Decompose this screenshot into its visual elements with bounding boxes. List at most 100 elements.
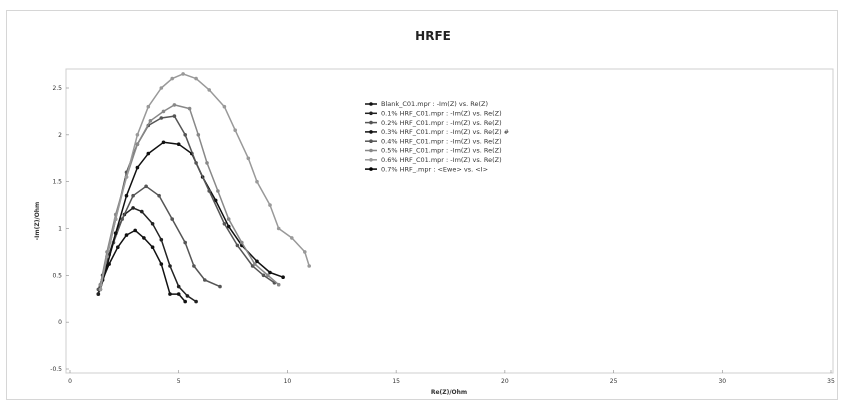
data-point — [135, 142, 140, 146]
data-point — [303, 250, 307, 254]
data-point — [105, 254, 109, 259]
data-point — [255, 259, 259, 264]
data-point — [216, 189, 220, 193]
data-point — [131, 193, 135, 198]
legend-marker — [369, 111, 373, 116]
data-point — [307, 264, 312, 268]
data-point — [261, 273, 266, 278]
legend-item: 0.2% HRF_C01.mpr : -Im(Z) vs. Re(Z) — [365, 119, 502, 127]
x-axis-label: Re(Z)/Ohm — [431, 389, 467, 396]
data-point — [233, 128, 237, 132]
data-point — [172, 103, 177, 107]
legend-label: 0.1% HRF_C01.mpr : -Im(Z) vs. Re(Z) — [381, 110, 502, 118]
data-point — [148, 119, 153, 123]
data-point — [170, 217, 174, 221]
data-point — [205, 161, 209, 165]
data-point — [213, 198, 218, 203]
data-point — [135, 133, 140, 137]
legend-marker — [369, 139, 373, 143]
data-point — [226, 224, 231, 229]
y-tick-label: 1.5 — [52, 179, 62, 186]
series-layer — [96, 72, 312, 304]
data-point — [240, 240, 244, 245]
data-point — [161, 140, 166, 145]
legend-item: 0.5% HRF_C01.mpr : -Im(Z) vs. Re(Z) — [365, 147, 502, 155]
legend-marker — [369, 148, 373, 153]
x-axis-ticks: 0 5 10 15 20 25 30 35 — [68, 370, 835, 385]
data-point — [159, 237, 164, 242]
chart-title: HRFE — [415, 29, 451, 43]
data-point — [113, 231, 118, 235]
data-point — [192, 264, 196, 268]
data-point — [222, 222, 227, 226]
legend-marker — [369, 167, 373, 171]
data-point — [113, 217, 118, 221]
data-point — [255, 179, 259, 184]
legend-marker — [369, 102, 373, 106]
series-line — [99, 141, 284, 290]
legend-label: 0.3% HRF_C01.mpr : -Im(Z) vs. Re(Z) # — [381, 128, 509, 136]
data-point — [172, 114, 177, 118]
data-point — [116, 245, 120, 249]
data-point — [266, 273, 270, 278]
y-axis-ticks: -0.5 0 0.5 1 1.5 2 2.5 — [50, 85, 69, 373]
legend-item: 0.3% HRF_C01.mpr : -Im(Z) vs. Re(Z) # — [365, 128, 509, 136]
data-point — [176, 284, 181, 289]
data-point — [194, 161, 198, 165]
data-point — [235, 243, 240, 248]
x-tick-label: 5 — [177, 378, 181, 385]
data-point — [176, 142, 181, 146]
data-point — [194, 76, 198, 81]
data-point — [105, 264, 109, 268]
chart-window: HRFE -0.5 0 0.5 1 1.5 2 2.5 0 5 10 15 20 25 30 35 Re(… — [6, 10, 838, 400]
data-point — [222, 104, 227, 109]
series-6 — [98, 72, 312, 292]
legend-marker — [369, 158, 373, 162]
legend-item: Blank_C01.mpr : -Im(Z) vs. Re(Z) — [365, 100, 488, 108]
data-point — [159, 262, 164, 266]
x-tick-label: 15 — [392, 378, 400, 385]
legend-item: 0.6% HRF_C01.mpr : -Im(Z) vs. Re(Z) — [365, 156, 502, 164]
data-point — [159, 86, 164, 90]
data-point — [168, 292, 172, 296]
nyquist-chart: HRFE -0.5 0 0.5 1 1.5 2 2.5 0 5 10 15 20 25 30 35 Re(… — [34, 29, 835, 396]
data-point — [181, 72, 185, 76]
data-point — [120, 217, 124, 221]
data-point — [150, 245, 155, 249]
legend-label: 0.5% HRF_C01.mpr : -Im(Z) vs. Re(Z) — [381, 147, 502, 155]
data-point — [183, 240, 187, 245]
data-point — [146, 104, 151, 109]
y-tick-label: 2.5 — [52, 85, 62, 92]
y-tick-label: -0.5 — [50, 366, 62, 373]
data-point — [253, 262, 257, 266]
x-tick-label: 35 — [827, 378, 835, 385]
x-tick-label: 30 — [718, 378, 726, 385]
data-point — [183, 299, 187, 304]
y-tick-label: 1 — [58, 226, 62, 233]
data-point — [146, 151, 151, 156]
data-point — [226, 217, 231, 221]
data-point — [194, 299, 198, 304]
data-point — [276, 282, 281, 287]
data-point — [98, 287, 103, 292]
data-point — [157, 193, 161, 198]
data-point — [170, 76, 174, 81]
data-point — [140, 209, 144, 214]
legend-label: Blank_C01.mpr : -Im(Z) vs. Re(Z) — [381, 100, 488, 108]
legend-label: 0.2% HRF_C01.mpr : -Im(Z) vs. Re(Z) — [381, 119, 502, 127]
legend-item: 0.7% HRF_.mpr : <Ewe> vs. <I> — [365, 165, 488, 173]
data-point — [281, 275, 285, 280]
x-tick-label: 20 — [501, 378, 509, 385]
legend-marker — [369, 130, 373, 134]
legend-marker — [369, 120, 373, 125]
data-point — [246, 156, 251, 161]
data-point — [150, 222, 155, 226]
data-point — [131, 206, 135, 210]
data-point — [187, 106, 192, 111]
y-tick-label: 0.5 — [52, 272, 62, 279]
data-point — [218, 284, 222, 289]
data-point — [196, 133, 201, 137]
x-tick-label: 0 — [68, 378, 72, 385]
data-point — [207, 189, 211, 193]
data-point — [96, 292, 101, 296]
